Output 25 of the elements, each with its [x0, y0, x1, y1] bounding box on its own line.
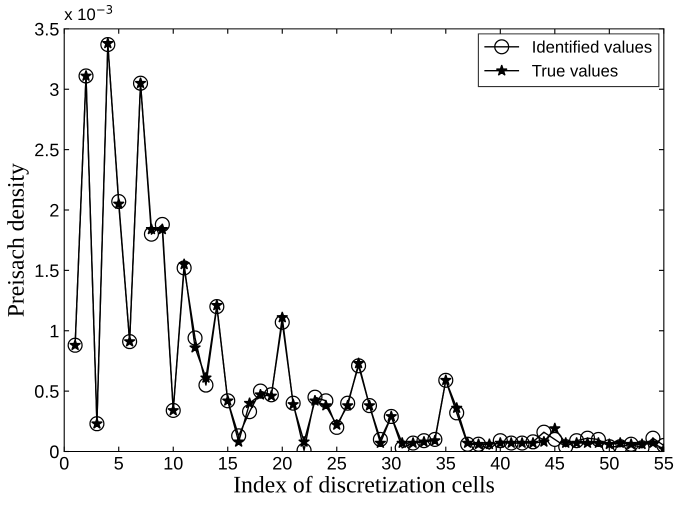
x-tick-label: 5: [114, 457, 123, 470]
y-tick-label: 1.5: [36, 264, 59, 278]
text: x 10$^{−3}$: [64, 5, 112, 20]
x-axis-title: Index of discretization cells: [234, 476, 494, 493]
x-tick-label: 0: [60, 456, 69, 470]
x-tick-label: 20: [273, 456, 292, 470]
x-tick-label: 55: [654, 457, 674, 470]
legend-label: Identified values: [533, 40, 652, 53]
y-tick-label: 3: [50, 83, 59, 96]
x-tick-label: 40: [490, 456, 510, 470]
x-tick-label: 25: [328, 456, 346, 470]
y-tick-label: 2.5: [35, 144, 59, 156]
y-tick-label: 3.5: [34, 22, 59, 36]
y-tick-label: 0.5: [34, 385, 59, 398]
x-tick-label: 45: [545, 457, 564, 470]
y-tick-label: 2: [50, 204, 58, 217]
x-tick-label: 35: [436, 456, 456, 470]
y-tick-label: 1: [50, 324, 58, 338]
x-tick-label: 15: [219, 457, 238, 470]
y-axis-title: Preisach density: [7, 163, 29, 317]
x-tick-label: 50: [600, 456, 619, 470]
x-tick-label: 30: [382, 456, 401, 470]
x-tick-label: 10: [164, 456, 183, 470]
y-tick-label: 0: [50, 445, 59, 458]
legend-label: True values: [532, 64, 618, 77]
